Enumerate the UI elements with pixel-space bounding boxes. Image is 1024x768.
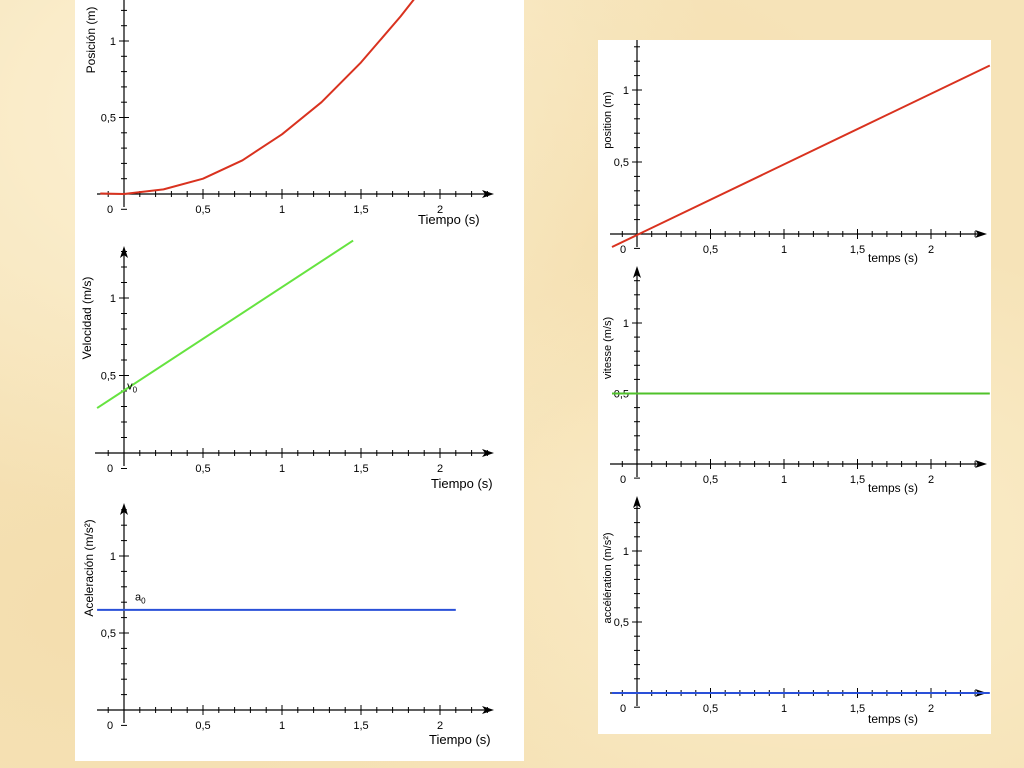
series-line xyxy=(96,239,354,409)
x-tick-label: 0,5 xyxy=(703,703,718,715)
x-tick-label: 0 xyxy=(620,703,626,715)
chart-es-acceleration: 0 0,5 1 1,5 2 0,5 1 Tiempo (s) Aceleración (m/s²… xyxy=(82,503,494,747)
x-tick-label: 0 xyxy=(107,720,113,732)
y-axis-label: position (m) xyxy=(602,91,614,148)
annotation-subscript: 0 xyxy=(141,597,146,606)
y-axis-label: Velocidad (m/s) xyxy=(80,277,94,360)
x-tick-label: 0 xyxy=(620,244,626,256)
x-tick-label: 1,5 xyxy=(850,703,865,715)
y-tick-label: 1 xyxy=(110,36,116,48)
y-tick-label: 0,5 xyxy=(614,157,629,169)
x-tick-label: 2 xyxy=(437,463,443,475)
y-tick-label: 1 xyxy=(110,293,116,305)
x-tick-label: 0,5 xyxy=(703,244,718,256)
spanish-graphs-panel: 0 0,5 1 1,5 2 0,5 1 Tiempo (s) Posición (m) 0 0,5 1… xyxy=(75,0,524,761)
x-axis-label: temps (s) xyxy=(868,712,918,726)
y-tick-label: 1 xyxy=(623,546,629,558)
x-tick-label: 1 xyxy=(781,474,787,486)
x-axis-arrow xyxy=(482,449,494,457)
annotation-subscript: 0 xyxy=(133,385,138,394)
x-tick-label: 2 xyxy=(928,474,934,486)
y-axis-label: vitesse (m/s) xyxy=(602,317,614,379)
x-axis-label: Tiempo (s) xyxy=(431,476,493,491)
x-tick-label: 1 xyxy=(781,244,787,256)
x-tick-label: 1,5 xyxy=(850,244,865,256)
chart-es-position: 0 0,5 1 1,5 2 0,5 1 Tiempo (s) Posición (m) xyxy=(84,0,494,227)
y-tick-label: 0,5 xyxy=(101,113,116,125)
x-tick-label: 0,5 xyxy=(703,474,718,486)
x-tick-label: 0,5 xyxy=(195,463,210,475)
y-axis-arrow xyxy=(633,266,641,278)
x-tick-label: 2 xyxy=(928,703,934,715)
x-tick-label: 2 xyxy=(437,720,443,732)
x-tick-label: 1,5 xyxy=(850,474,865,486)
y-tick-label: 1 xyxy=(110,551,116,563)
french-graphs-svg: 0 0,5 1 1,5 2 0,5 1 temps (s) position (m) 0 0,5 1 1… xyxy=(602,40,991,726)
annotation-symbol: a xyxy=(135,592,142,604)
y-tick-label: 1 xyxy=(623,85,629,97)
x-axis-arrow xyxy=(975,460,987,468)
x-tick-label: 1,5 xyxy=(353,720,368,732)
x-axis-arrow xyxy=(482,706,494,714)
x-tick-label: 1 xyxy=(279,463,285,475)
annotation-label: v0 xyxy=(127,380,138,394)
x-tick-label: 1 xyxy=(781,703,787,715)
x-tick-label: 2 xyxy=(928,244,934,256)
x-axis-label: temps (s) xyxy=(868,481,918,495)
x-tick-label: 1,5 xyxy=(353,204,368,216)
x-tick-label: 1,5 xyxy=(353,463,368,475)
chart-fr-position: 0 0,5 1 1,5 2 0,5 1 temps (s) position (m) xyxy=(602,40,991,265)
x-axis-arrow xyxy=(975,230,987,238)
spanish-graphs-svg: 0 0,5 1 1,5 2 0,5 1 Tiempo (s) Posición (m) 0 0,5 1… xyxy=(80,0,494,747)
y-tick-label: 0,5 xyxy=(101,628,116,640)
x-axis-label: Tiempo (s) xyxy=(418,212,480,227)
x-tick-label: 0 xyxy=(107,204,113,216)
y-axis-arrow xyxy=(633,496,641,508)
x-tick-label: 1 xyxy=(279,204,285,216)
x-axis-arrow xyxy=(482,190,494,198)
x-axis-label: temps (s) xyxy=(868,251,918,265)
x-axis-label: Tiempo (s) xyxy=(429,732,491,747)
series-line xyxy=(611,64,991,248)
annotation-symbol: v xyxy=(127,380,133,392)
y-axis-arrow xyxy=(120,503,128,515)
y-tick-label: 0,5 xyxy=(101,371,116,383)
x-tick-label: 0,5 xyxy=(195,204,210,216)
chart-fr-acceleration: 0 0,5 1 1,5 2 0,5 1 temps (s) accélération (m/s²… xyxy=(602,496,990,726)
y-tick-label: 1 xyxy=(623,318,629,330)
x-tick-label: 0 xyxy=(620,474,626,486)
x-tick-label: 0,5 xyxy=(195,720,210,732)
y-tick-label: 0,5 xyxy=(614,617,629,629)
y-axis-label: Posición (m) xyxy=(84,7,98,74)
x-tick-label: 0 xyxy=(107,463,113,475)
series-line xyxy=(100,0,415,195)
x-tick-label: 1 xyxy=(279,720,285,732)
y-axis-label: accélération (m/s²) xyxy=(602,532,614,623)
french-graphs-panel: 0 0,5 1 1,5 2 0,5 1 temps (s) position (m) 0 0,5 1 1… xyxy=(598,40,991,734)
y-axis-label: Aceleración (m/s²) xyxy=(82,519,96,616)
annotation-label: a0 xyxy=(135,592,146,606)
x-tick-label: 2 xyxy=(437,204,443,216)
